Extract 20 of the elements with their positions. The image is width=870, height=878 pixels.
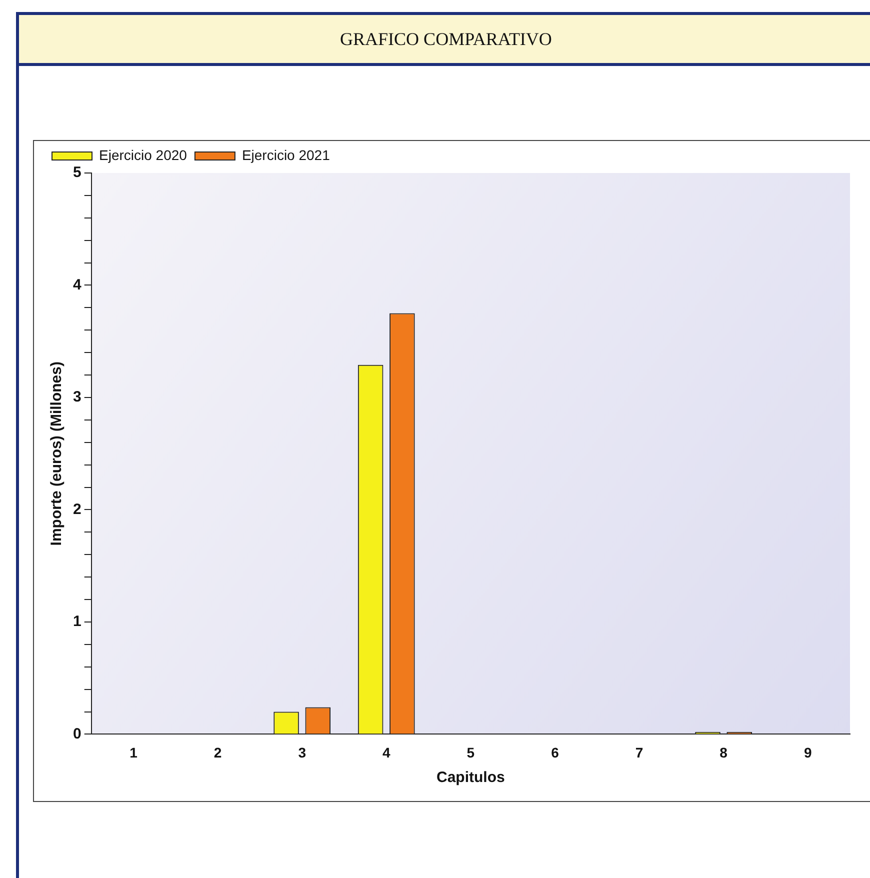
x-tick-label: 4 bbox=[382, 744, 390, 760]
x-tick-label: 5 bbox=[466, 744, 475, 760]
y-tick-label: 2 bbox=[73, 500, 82, 518]
x-axis-title: Capitulos bbox=[436, 769, 505, 786]
y-axis-title: Importe (euros) (Millones) bbox=[48, 362, 66, 546]
y-tick-label: 0 bbox=[73, 725, 82, 742]
x-tick-label: 6 bbox=[551, 744, 560, 760]
x-tick-label: 9 bbox=[804, 744, 812, 760]
x-tick-label: 3 bbox=[298, 744, 306, 760]
chart-title: GRAFICO COMPARATIVO bbox=[19, 12, 870, 66]
x-tick-label: 8 bbox=[720, 744, 728, 760]
y-tick-label: 1 bbox=[73, 613, 82, 630]
x-tick-label: 2 bbox=[214, 744, 222, 760]
y-tick-label: 3 bbox=[73, 388, 82, 406]
legend-label: Ejercicio 2020 bbox=[99, 146, 188, 163]
x-tick-label: 1 bbox=[130, 744, 138, 760]
y-tick-label: 4 bbox=[73, 276, 82, 294]
legend-label: Ejercicio 2021 bbox=[242, 146, 330, 163]
y-tick-label: 5 bbox=[73, 164, 82, 182]
x-tick-label: 7 bbox=[635, 744, 644, 760]
